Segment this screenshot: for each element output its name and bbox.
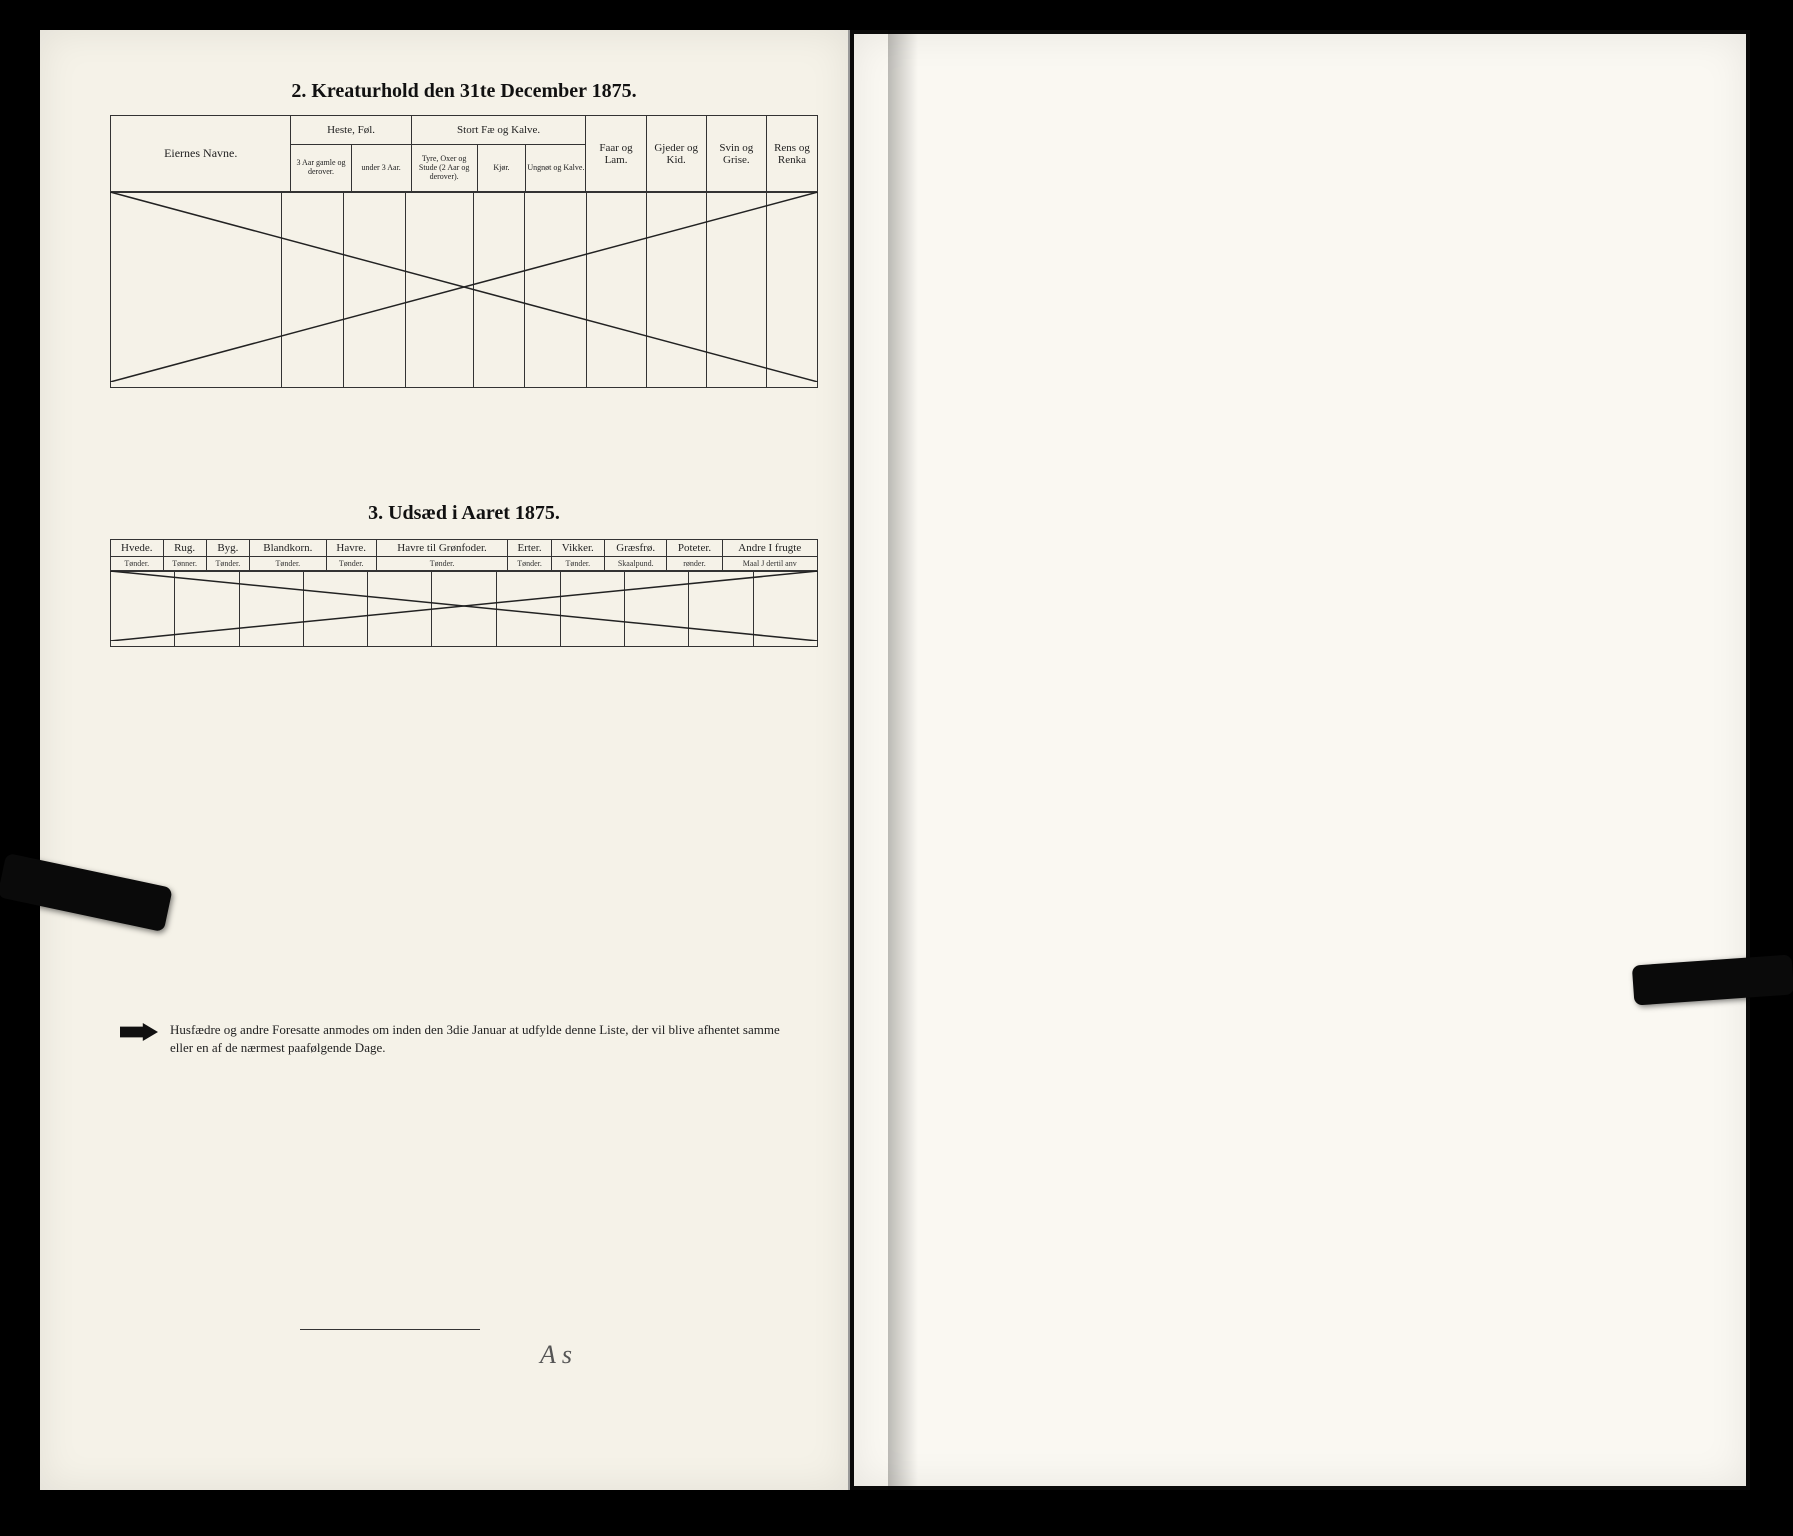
livestock-table: Eiernes Navne. Heste, Føl. Stort Fæ og K…	[110, 115, 818, 192]
footer-note: Husfædre og andre Foresatte anmodes om i…	[110, 1021, 818, 1057]
group-stortfae: Stort Fæ og Kalve.	[411, 116, 586, 145]
right-page-blank	[850, 30, 1750, 1490]
row-label-header: Eiernes Navne.	[111, 116, 291, 192]
col-andre: Andre I frugte	[722, 540, 818, 557]
group-heste: Heste, Føl.	[291, 116, 411, 145]
footer-text: Husfædre og andre Foresatte anmodes om i…	[170, 1022, 780, 1055]
col-graesfro: Græsfrø.	[604, 540, 667, 557]
unit-2: Tønner.	[163, 557, 206, 571]
col-poteter: Poteter.	[667, 540, 722, 557]
sub-3aar: 3 Aar gamle og derover.	[291, 145, 351, 192]
rule-line	[300, 1329, 480, 1330]
col-blandkorn: Blandkorn.	[249, 540, 326, 557]
sub-kjor: Kjør.	[477, 145, 526, 192]
livestock-body	[110, 192, 818, 382]
unit-11: Maal J dertil anv	[722, 557, 818, 571]
seed-table-wrap: Hvede. Rug. Byg. Blandkorn. Havre. Havre…	[110, 539, 818, 641]
col-erter: Erter.	[508, 540, 551, 557]
unit-10: rønder.	[667, 557, 722, 571]
unit-3: Tønder.	[206, 557, 249, 571]
group-faar: Faar og Lam.	[586, 116, 646, 192]
col-havre-gron: Havre til Grønfoder.	[376, 540, 508, 557]
sub-under3: under 3 Aar.	[351, 145, 411, 192]
col-rug: Rug.	[163, 540, 206, 557]
signature-mark: A s	[540, 1340, 572, 1370]
section1-title: 2. Kreaturhold den 31te December 1875.	[110, 80, 818, 103]
unit-8: Tønder.	[551, 557, 604, 571]
unit-7: Tønder.	[508, 557, 551, 571]
col-byg: Byg.	[206, 540, 249, 557]
unit-1: Tønder.	[111, 557, 164, 571]
seed-table: Hvede. Rug. Byg. Blandkorn. Havre. Havre…	[110, 539, 818, 571]
sub-tyre: Tyre, Oxer og Stude (2 Aar og derover).	[411, 145, 477, 192]
group-rens: Rens og Renka	[766, 116, 817, 192]
group-svin: Svin og Grise.	[706, 116, 766, 192]
col-havre: Havre.	[326, 540, 376, 557]
col-vikker: Vikker.	[551, 540, 604, 557]
unit-5: Tønder.	[326, 557, 376, 571]
seed-body	[110, 571, 818, 641]
section2-title: 3. Udsæd i Aaret 1875.	[110, 502, 818, 525]
col-hvede: Hvede.	[111, 540, 164, 557]
sub-ungnot: Ungnøt og Kalve.	[526, 145, 586, 192]
group-gjeder: Gjeder og Kid.	[646, 116, 706, 192]
unit-6: Tønder.	[376, 557, 508, 571]
open-book: 2. Kreaturhold den 31te December 1875. E…	[40, 30, 1750, 1490]
pointing-hand-icon	[120, 1023, 158, 1041]
unit-9: Skaalpund.	[604, 557, 667, 571]
left-page: 2. Kreaturhold den 31te December 1875. E…	[40, 30, 850, 1490]
unit-4: Tønder.	[249, 557, 326, 571]
